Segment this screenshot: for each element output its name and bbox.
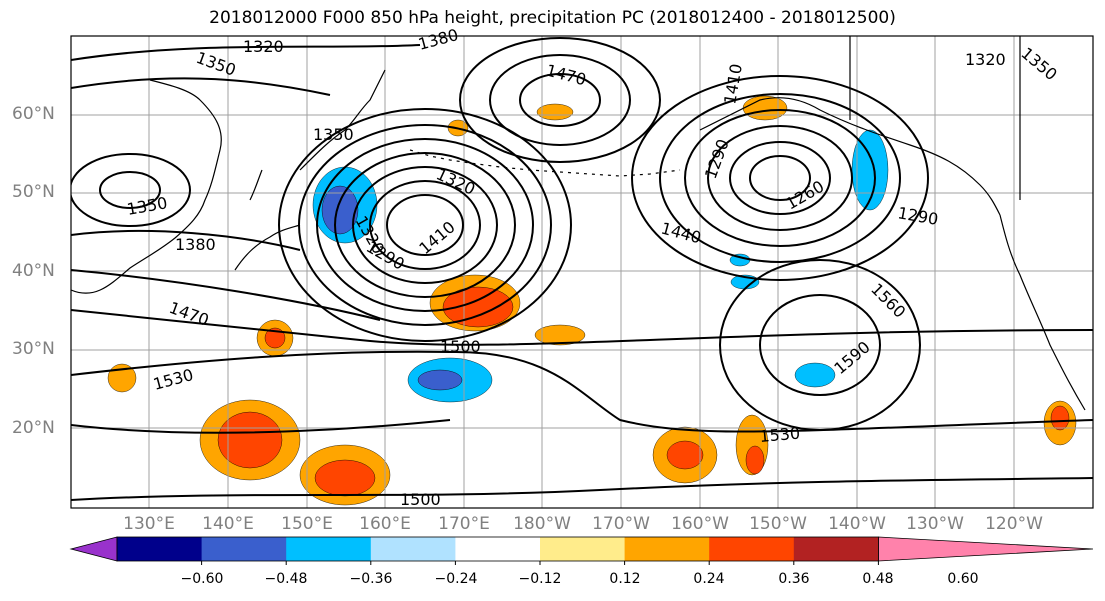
precipitation-region [1050, 405, 1070, 431]
lon-label-150e: 150°E [281, 514, 333, 534]
height-contour [352, 166, 498, 284]
height-contour [707, 125, 853, 231]
height-contour [684, 109, 876, 247]
colorbar-tick-label: 0.48 [862, 571, 894, 587]
colorbar-tick-label: −0.36 [349, 571, 393, 587]
colorbar-segment [793, 537, 879, 561]
height-contour [519, 73, 601, 127]
height-contour [278, 108, 572, 342]
precipitation-region [442, 286, 514, 328]
alaska-interior [849, 36, 1021, 200]
contour-label: 1530 [759, 424, 801, 446]
lon-label-140e: 140°E [202, 514, 254, 534]
colorbar-tick-label: −0.12 [518, 571, 562, 587]
colorbar-segment [201, 537, 287, 561]
colorbar-tick-label: 0.12 [609, 571, 641, 587]
lon-label-170e: 170°E [438, 514, 490, 534]
precipitation-region [745, 445, 765, 475]
colorbar-min-extend [69, 536, 118, 562]
lon-label-130e: 130°E [123, 514, 175, 534]
height-contour [71, 419, 451, 434]
map-title: 2018012000 F000 850 hPa height, precipit… [209, 8, 896, 28]
precipitation-region [314, 459, 376, 497]
colorbar-segment [455, 537, 541, 561]
lon-label-180w: 180°W [513, 514, 571, 534]
lat-label-20n: 20°N [12, 418, 55, 438]
lon-label-120w: 120°W [985, 514, 1043, 534]
colorbar-segment [709, 537, 795, 561]
contour-label: 1380 [175, 235, 216, 254]
lon-label-160w: 160°W [671, 514, 729, 534]
contour-label: 1350 [313, 125, 354, 144]
height-contour [71, 309, 1093, 346]
lon-label-160e: 160°E [359, 514, 411, 534]
colorbar-tick-label: −0.60 [180, 571, 224, 587]
map-frame [70, 35, 1094, 509]
height-contour [729, 141, 831, 215]
height-contour [386, 194, 464, 256]
precipitation-region [794, 362, 836, 388]
colorbar-outline [116, 536, 879, 562]
height-contours [71, 37, 1093, 501]
colorbar-tick-label: −0.48 [264, 571, 308, 587]
precipitation-region [534, 324, 586, 346]
height-contour [749, 155, 811, 201]
contour-label: 1500 [400, 490, 441, 509]
lon-label-170w: 170°W [592, 514, 650, 534]
colorbar-segment [540, 537, 626, 561]
height-contour [71, 269, 381, 321]
precipitation-region [742, 95, 788, 121]
height-contour [316, 138, 534, 312]
colorbar-tick-label: 0.36 [778, 571, 810, 587]
lat-label-30n: 30°N [12, 339, 55, 359]
asia-coast [71, 79, 222, 294]
height-contour [71, 230, 301, 251]
height-contour [334, 152, 516, 298]
height-contour [71, 77, 331, 96]
colorbar-segment [117, 537, 203, 561]
lat-label-50n: 50°N [12, 182, 55, 202]
lon-label-140w: 140°W [828, 514, 886, 534]
colorbar-segment [624, 537, 710, 561]
lon-label-130w: 130°W [906, 514, 964, 534]
colorbar-tick-label: 0.60 [947, 571, 979, 587]
colorbar [69, 536, 1094, 565]
precipitation-region [417, 369, 463, 391]
lat-label-40n: 40°N [12, 261, 55, 281]
precipitation-region [264, 327, 286, 349]
precipitation-region [217, 411, 283, 469]
height-contour [631, 75, 929, 281]
height-contour [489, 54, 631, 146]
height-contour [298, 124, 552, 326]
precipitation-region [666, 440, 704, 470]
height-contour [99, 171, 161, 209]
height-contour [459, 37, 661, 163]
colorbar-tick-label: −0.24 [434, 571, 478, 587]
height-contour [659, 93, 901, 263]
north-america-coast [999, 214, 1086, 411]
height-contour [369, 180, 481, 270]
colorbar-max-extend [878, 536, 1094, 562]
coastlines [71, 36, 1086, 411]
height-contour [71, 477, 1093, 501]
colorbar-segment [370, 537, 456, 561]
contour-label: 1320 [243, 37, 284, 56]
contour-label: 1320 [965, 50, 1006, 69]
kamchatka-coast [299, 69, 386, 171]
precipitation-region [536, 103, 574, 121]
height-contour [71, 350, 1093, 433]
height-contour [71, 44, 421, 61]
contour-label: 1500 [440, 337, 481, 356]
alaska-coast [699, 97, 1001, 216]
height-contour [759, 294, 881, 396]
japan-coast [234, 169, 301, 271]
colorbar-tick-label: 0.24 [693, 571, 725, 587]
colorbar-segment [286, 537, 372, 561]
height-contour [71, 153, 191, 227]
lon-label-150w: 150°W [749, 514, 807, 534]
lat-label-60n: 60°N [12, 104, 55, 124]
precipitation-region [321, 185, 359, 235]
